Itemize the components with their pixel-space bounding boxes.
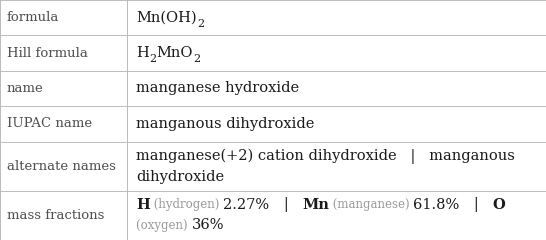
Text: manganese(+2) cation dihydroxide   |   manganous: manganese(+2) cation dihydroxide | manga… <box>136 149 515 164</box>
Text: mass fractions: mass fractions <box>7 209 104 222</box>
Text: Mn: Mn <box>302 198 329 212</box>
Text: alternate names: alternate names <box>7 160 115 173</box>
Text: dihydroxide: dihydroxide <box>136 170 224 184</box>
Text: Mn(OH): Mn(OH) <box>136 11 197 25</box>
Text: IUPAC name: IUPAC name <box>7 117 92 130</box>
Text: (oxygen): (oxygen) <box>136 219 192 232</box>
Text: manganese hydroxide: manganese hydroxide <box>136 82 300 96</box>
Text: 2.27%: 2.27% <box>223 198 270 212</box>
Text: O: O <box>492 198 505 212</box>
Text: manganous dihydroxide: manganous dihydroxide <box>136 117 315 131</box>
Text: 2: 2 <box>149 54 156 65</box>
Text: MnO: MnO <box>156 46 193 60</box>
Text: Hill formula: Hill formula <box>7 47 87 60</box>
Text: formula: formula <box>7 11 59 24</box>
Text: 2: 2 <box>193 54 200 65</box>
Text: (hydrogen): (hydrogen) <box>150 198 223 211</box>
Text: |: | <box>270 197 302 212</box>
Text: 2: 2 <box>197 19 204 29</box>
Text: 36%: 36% <box>192 218 224 232</box>
Text: (manganese): (manganese) <box>329 198 413 211</box>
Text: H: H <box>136 46 149 60</box>
Text: name: name <box>7 82 43 95</box>
Text: 61.8%: 61.8% <box>413 198 460 212</box>
Text: |: | <box>460 197 492 212</box>
Text: H: H <box>136 198 150 212</box>
